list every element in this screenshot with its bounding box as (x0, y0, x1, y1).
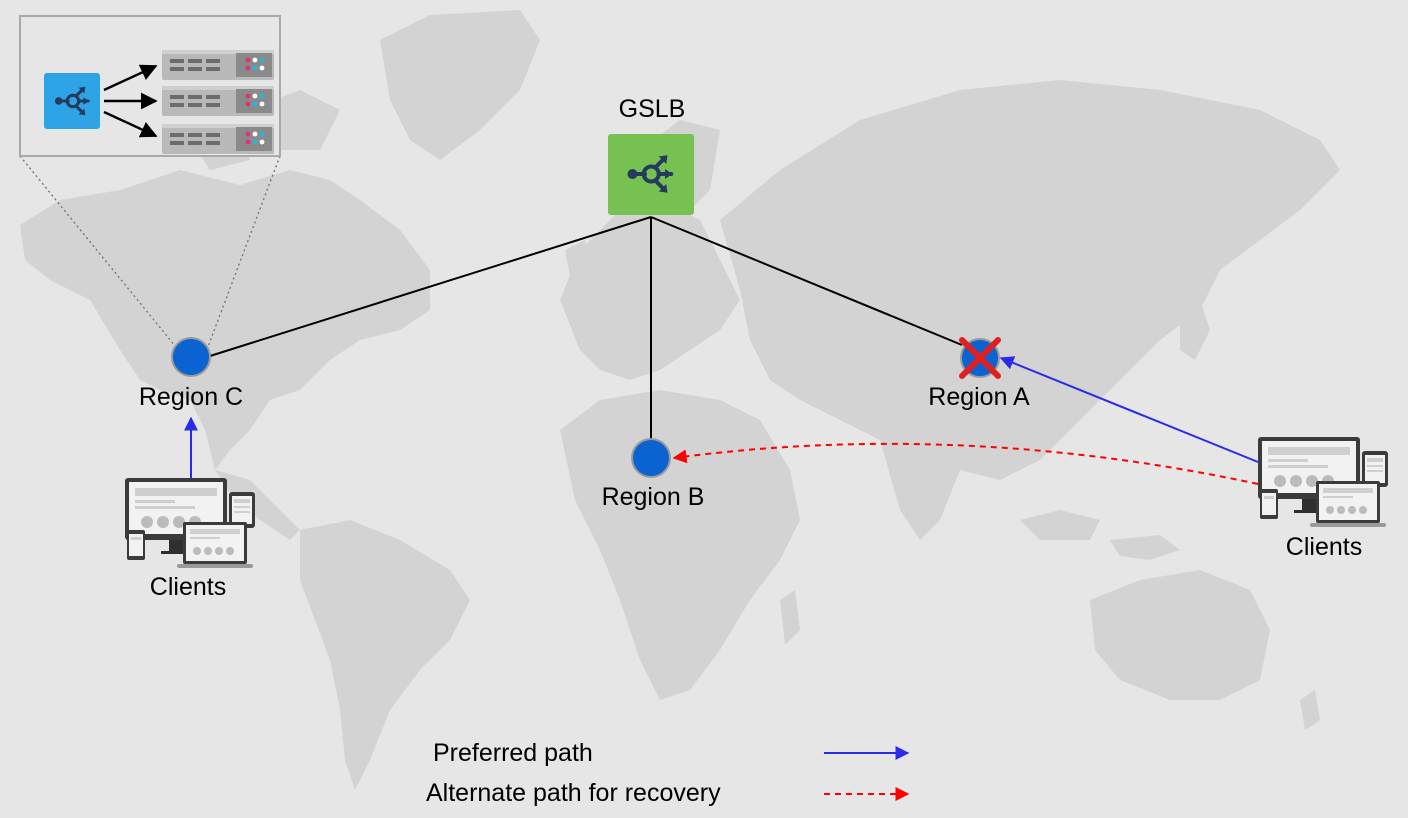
preferred-path-east (999, 356, 1259, 463)
clients-east-label: Clients (1285, 533, 1363, 561)
gslb-links (209, 216, 963, 440)
world-map (20, 10, 1340, 790)
detail-load-balancer-icon (44, 73, 100, 129)
server-icon (162, 50, 274, 80)
gslb-label: GSLB (618, 95, 686, 123)
region-b-label: Region B (601, 483, 705, 511)
clients-west-label: Clients (149, 573, 227, 601)
failure-x-mark-icon (959, 337, 1001, 379)
region-a-label: Region A (928, 383, 1030, 411)
gslb-load-balancer-icon (608, 134, 694, 215)
link-gslb-region-c (209, 216, 652, 357)
legend-alternate-label: Alternate path for recovery (426, 779, 721, 807)
link-gslb-region-a (650, 216, 963, 346)
region-c-label: Region C (138, 383, 244, 411)
region-b-node (631, 438, 671, 478)
server-icon (162, 86, 274, 116)
alternate-path-east (672, 442, 1259, 485)
legend-preferred-label: Preferred path (433, 739, 593, 767)
region-c-detail-inset (19, 15, 281, 353)
region-c-node (171, 337, 211, 377)
server-icon (162, 124, 274, 154)
clients-east-devices-icon (1258, 437, 1388, 527)
